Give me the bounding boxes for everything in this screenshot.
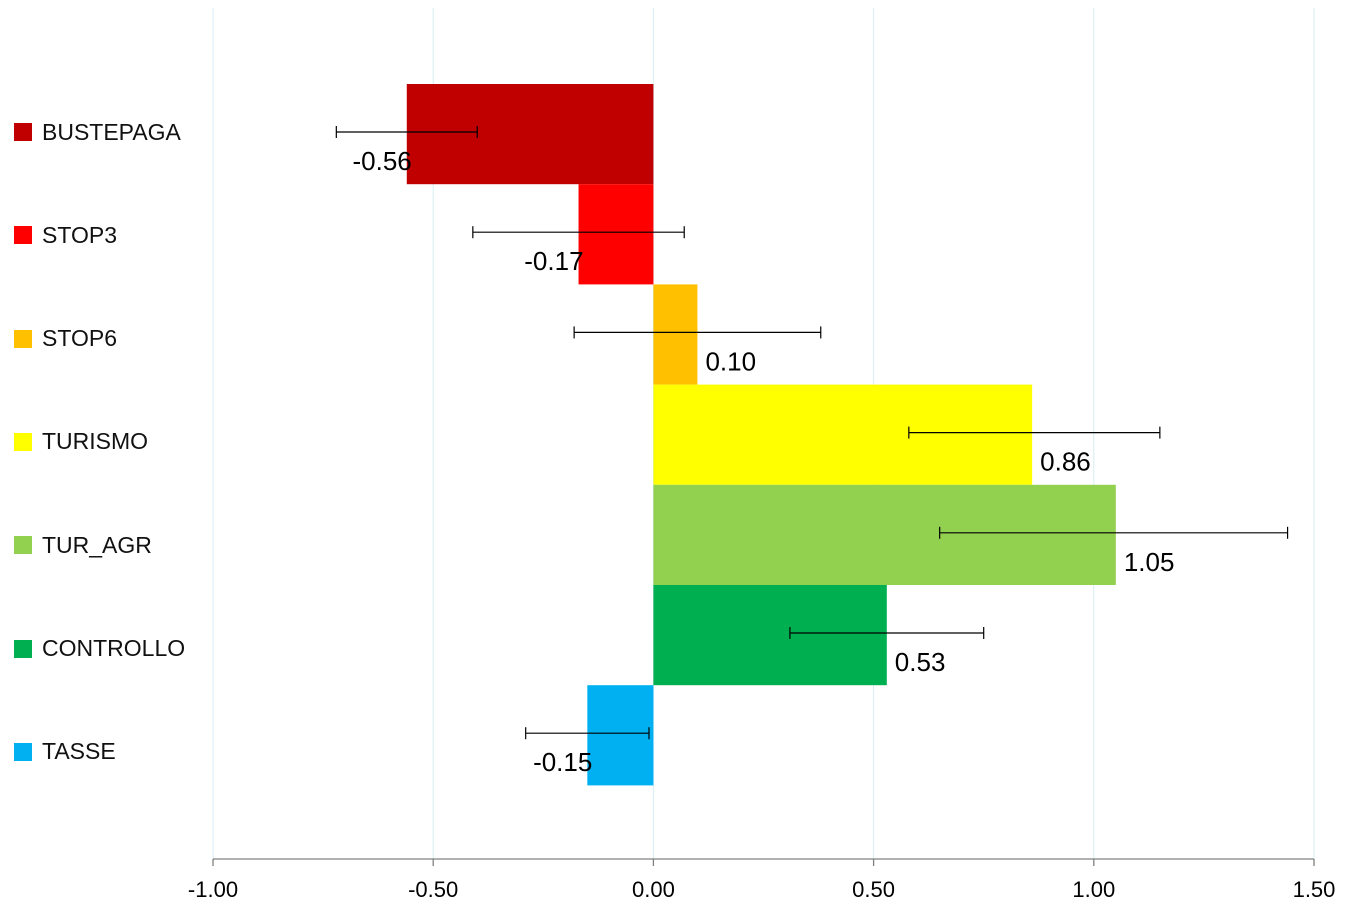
legend-item: TURISMO — [14, 427, 148, 457]
legend-item: STOP6 — [14, 324, 117, 354]
legend-item: BUSTEPAGA — [14, 117, 181, 147]
x-tick-label: -0.50 — [408, 877, 458, 902]
bar — [653, 484, 1116, 585]
legend-item: TASSE — [14, 737, 116, 767]
data-label: -0.56 — [353, 146, 412, 176]
legend: BUSTEPAGA STOP3 STOP6 TURISMO TUR_AGR CONTROL… — [14, 0, 214, 906]
legend-label: TURISMO — [42, 428, 149, 455]
legend-swatch — [14, 329, 32, 348]
x-tick-label: 0.50 — [852, 877, 895, 902]
bars — [406, 84, 1116, 786]
data-labels: -0.56 -0.17 0.10 0.86 1.05 0.53 -0.15 — [353, 146, 1175, 777]
bar — [578, 184, 654, 285]
data-label: 0.10 — [705, 346, 756, 376]
data-label: 0.53 — [895, 647, 946, 677]
legend-label: TASSE — [42, 738, 116, 765]
legend-swatch — [14, 742, 32, 761]
legend-swatch — [14, 536, 32, 555]
legend-swatch — [14, 226, 32, 245]
legend-label: STOP6 — [42, 325, 117, 352]
legend-label: CONTROLLO — [42, 635, 186, 661]
x-tick-label: 0.00 — [632, 877, 675, 902]
bar — [653, 384, 1033, 485]
legend-item: TUR_AGR — [14, 530, 152, 560]
data-label: -0.17 — [524, 246, 583, 276]
data-label: -0.15 — [533, 747, 592, 777]
bar — [653, 585, 887, 686]
bar — [587, 685, 654, 786]
x-axis: -1.00 -0.50 0.00 0.50 1.00 1.50 — [188, 858, 1336, 902]
bar — [406, 84, 654, 185]
legend-swatch — [14, 432, 32, 451]
x-tick-label: 1.00 — [1072, 877, 1115, 902]
legend-swatch — [14, 123, 32, 141]
legend-item: CONTROLLO — [14, 634, 185, 664]
data-label: 1.05 — [1124, 547, 1175, 577]
legend-swatch — [14, 639, 32, 658]
x-tick-label: -1.00 — [188, 877, 238, 902]
error-bars — [335, 126, 1289, 740]
bar — [653, 284, 698, 385]
x-tick-label: 1.50 — [1293, 877, 1336, 902]
legend-label: STOP3 — [42, 221, 117, 248]
legend-label: BUSTEPAGA — [42, 118, 181, 145]
legend-label: TUR_AGR — [42, 531, 152, 558]
legend-item: STOP3 — [14, 220, 117, 250]
data-label: 0.86 — [1040, 447, 1091, 477]
